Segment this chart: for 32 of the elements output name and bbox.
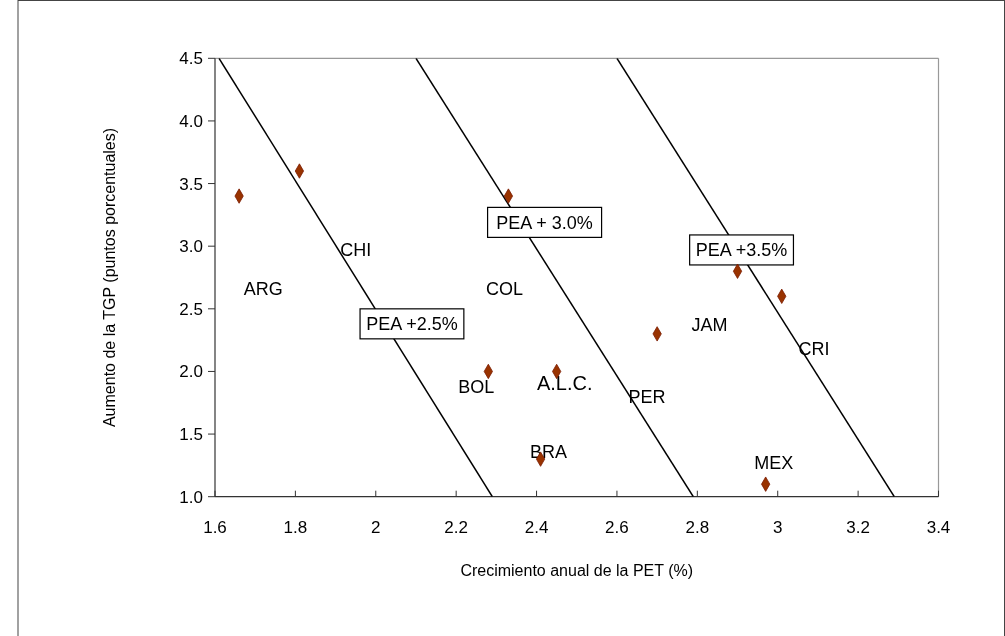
annotation: PER bbox=[628, 386, 666, 407]
y-tick-label: 1.5 bbox=[179, 425, 203, 445]
y-tick-label: 2.0 bbox=[179, 362, 203, 382]
x-tick-label: 2.2 bbox=[444, 517, 468, 537]
y-tick-label: 1.0 bbox=[179, 487, 203, 507]
x-tick-label: 2.4 bbox=[524, 517, 549, 537]
x-tick-label: 3.4 bbox=[926, 517, 951, 537]
y-tick-label: 3.0 bbox=[179, 237, 203, 257]
y-tick-label: 3.5 bbox=[179, 174, 203, 194]
x-tick-label: 3 bbox=[772, 517, 783, 537]
y-tick-label: 2.5 bbox=[179, 299, 203, 319]
y-axis-title: Aumento de la TGP (puntos porcentuales) bbox=[101, 127, 118, 428]
x-tick-label: 1.8 bbox=[283, 517, 308, 537]
annotation: COL bbox=[485, 279, 523, 300]
annotation: PEA +3.5% bbox=[695, 240, 788, 261]
annotation: CHI bbox=[340, 240, 372, 261]
x-tick-label: 2.6 bbox=[605, 517, 629, 537]
x-axis-title: Crecimiento anual de la PET (%) bbox=[460, 561, 694, 579]
y-tick-label: 4.0 bbox=[179, 111, 203, 131]
annotation: A.L.C. bbox=[536, 371, 593, 394]
x-tick-label: 3.2 bbox=[846, 517, 870, 537]
x-tick-label: 1.6 bbox=[203, 517, 227, 537]
annotation: JAM bbox=[691, 315, 728, 336]
x-tick-label: 2.8 bbox=[685, 517, 710, 537]
annotation: BOL bbox=[458, 376, 495, 397]
annotation: MEX bbox=[754, 453, 794, 474]
y-tick-label: 4.5 bbox=[179, 49, 203, 69]
annotation: BRA bbox=[530, 441, 568, 462]
annotation: ARG bbox=[243, 279, 283, 300]
annotation: PEA +2.5% bbox=[366, 314, 458, 335]
x-tick-label: 2 bbox=[371, 517, 381, 537]
annotation: PEA + 3.0% bbox=[496, 212, 593, 233]
